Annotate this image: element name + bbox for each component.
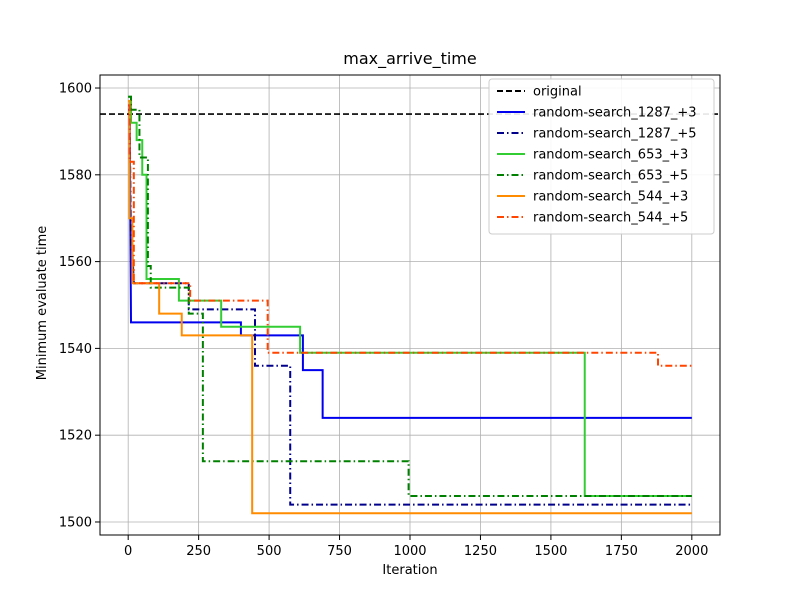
- legend-label-3: random-search_653_+3: [533, 148, 688, 163]
- x-tick-label: 1250: [464, 544, 497, 559]
- chart-title: max_arrive_time: [343, 49, 476, 69]
- legend-label-2: random-search_1287_+5: [533, 127, 697, 142]
- series-line-4: [128, 100, 692, 515]
- y-tick-label: 1520: [59, 429, 92, 444]
- legend-box: [488, 78, 715, 235]
- series-line-3: [128, 95, 692, 497]
- x-tick-label: 1500: [534, 544, 567, 559]
- x-tick-label: 1000: [393, 544, 426, 559]
- series-line-1: [128, 108, 692, 506]
- y-tick-label: 1580: [59, 168, 92, 183]
- series-line-5: [128, 104, 692, 367]
- x-tick-label: 750: [327, 544, 352, 559]
- y-tick-label: 1500: [59, 515, 92, 530]
- x-tick-label: 0: [124, 544, 132, 559]
- legend-label-6: random-search_544_+5: [533, 211, 688, 226]
- legend-label-1: random-search_1287_+3: [533, 106, 697, 121]
- y-tick-label: 1540: [59, 342, 92, 357]
- legend: original random-search_1287_+3 random-sear…: [488, 78, 715, 235]
- y-tick-label: 1600: [59, 82, 92, 97]
- series-layer: [128, 95, 692, 515]
- x-tick-label: 2000: [675, 544, 708, 559]
- axes-layer: 0 250 500 750 1000 1250 1500 1750 2000 1500 1520 15…: [59, 74, 721, 559]
- legend-label-5: random-search_544_+3: [533, 190, 688, 205]
- y-axis-label: Minimum evaluate time: [35, 226, 50, 380]
- y-tick-label: 1560: [59, 255, 92, 270]
- x-axis-label: Iteration: [382, 563, 437, 578]
- legend-label-0: original: [533, 85, 582, 100]
- x-tick-label: 250: [186, 544, 211, 559]
- x-tick-label: 500: [257, 544, 282, 559]
- x-tick-label: 1750: [605, 544, 638, 559]
- legend-label-4: random-search_653_+5: [533, 169, 688, 184]
